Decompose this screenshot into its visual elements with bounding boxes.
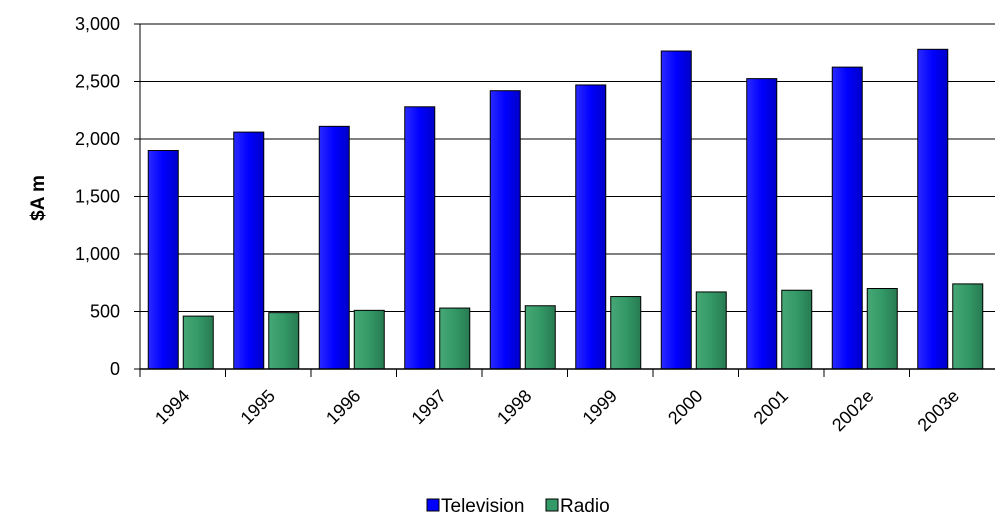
bar-radio-1998	[524, 305, 556, 370]
bar-radio-1999	[610, 296, 642, 370]
y-tick-label: 1,000	[75, 244, 120, 264]
y-tick-label: 500	[90, 302, 120, 322]
bar-radio-2003e	[952, 283, 984, 370]
bar-television-2000	[660, 50, 692, 370]
bars	[147, 48, 984, 370]
x-tick-label: 1996	[322, 386, 364, 428]
axes	[139, 24, 995, 377]
legend: Television Radio	[426, 496, 610, 517]
y-axis-title: $A m	[28, 175, 49, 221]
x-tick-label: 1999	[579, 386, 621, 428]
bar-radio-2002e	[866, 288, 898, 370]
x-tick-label: 2001	[750, 386, 792, 428]
legend-label-radio: Radio	[560, 496, 610, 517]
x-tick-label: 1998	[493, 386, 535, 428]
y-tick-label: 0	[110, 359, 120, 379]
bar-radio-1996	[353, 309, 385, 370]
bar-television-1994	[147, 150, 179, 370]
x-tick-labels: 1994 1995 1996 1997 1998 1999 2000 2001 2002e 200…	[151, 386, 963, 436]
y-tick-label: 3,000	[75, 14, 120, 34]
bar-radio-1994	[182, 315, 214, 370]
bar-television-1997	[404, 106, 436, 370]
bar-television-2002e	[831, 66, 863, 370]
bar-radio-1997	[439, 307, 471, 370]
x-tick-label: 1995	[237, 386, 279, 428]
y-tick-label: 1,500	[75, 187, 120, 207]
y-tick-labels: 0 500 1,000 1,500 2,000 2,500 3,000	[75, 14, 120, 379]
bar-radio-2001	[781, 289, 813, 370]
x-tick-label: 1994	[151, 386, 193, 428]
bar-television-1999	[575, 84, 607, 370]
x-tick-label: 2003e	[914, 386, 964, 436]
x-tick-label: 2000	[664, 386, 706, 428]
bar-television-1995	[233, 131, 265, 370]
bar-television-1998	[489, 90, 521, 370]
bar-radio-2000	[695, 291, 727, 370]
bar-radio-1995	[268, 312, 300, 370]
legend-swatch-television	[426, 498, 440, 512]
x-tick-label: 2002e	[828, 386, 878, 436]
legend-label-television: Television	[441, 496, 524, 517]
bar-television-2003e	[917, 48, 949, 370]
y-tick-label: 2,000	[75, 129, 120, 149]
bar-television-2001	[746, 78, 778, 370]
bar-television-1996	[318, 125, 350, 370]
x-tick-label: 1997	[408, 386, 450, 428]
y-tick-label: 2,500	[75, 72, 120, 92]
legend-swatch-radio	[545, 498, 559, 512]
